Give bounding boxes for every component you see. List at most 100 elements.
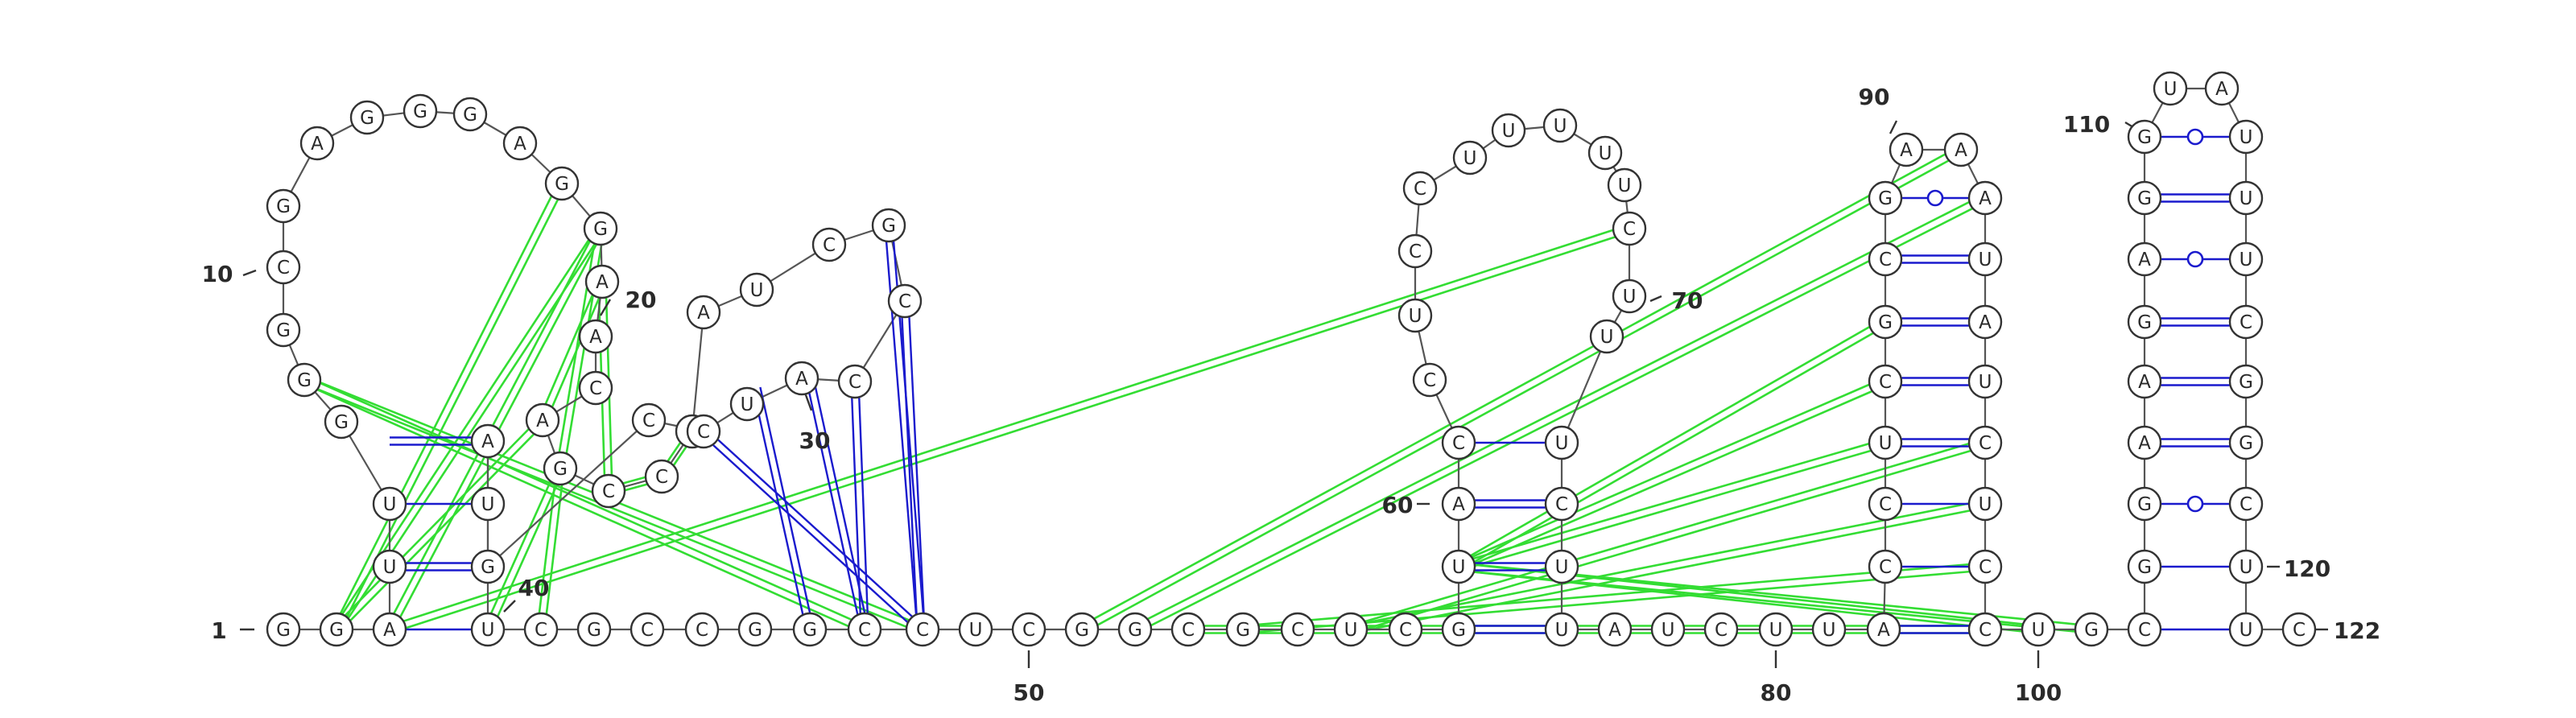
nucleotide-letter: C	[696, 620, 708, 641]
nucleotide-12: G	[351, 101, 383, 134]
nucleotide-100: U	[2022, 613, 2054, 646]
nucleotide-letter: C	[1979, 557, 1992, 578]
nucleotide-76: U	[1546, 613, 1578, 646]
nucleotide-letter: G	[2084, 620, 2099, 641]
nucleotide-108: A	[2128, 243, 2161, 275]
nucleotide-87: G	[1869, 306, 1901, 338]
nucleotide-65: U	[1454, 142, 1486, 174]
nucleotide-letter: G	[1878, 188, 1893, 209]
nucleotide-80: U	[1760, 613, 1792, 646]
nucleotide-letter: G	[553, 459, 568, 480]
nucleotide-69: U	[1608, 169, 1641, 201]
nucleotide-83: C	[1869, 551, 1901, 583]
nucleotide-letter: G	[297, 370, 312, 391]
nucleotide-119: C	[2230, 488, 2262, 520]
base-pair	[760, 387, 813, 629]
nucleotide-letter: C	[1879, 372, 1892, 393]
nucleotide-letter: G	[329, 620, 344, 641]
nucleotide-letter: G	[276, 196, 291, 217]
position-label: 120	[2284, 555, 2330, 582]
nucleotide-letter: C	[1409, 241, 1422, 262]
nucleotide-letter: U	[2240, 127, 2253, 148]
nucleotide-99: C	[1969, 613, 2001, 646]
nucleotide-letter: A	[1979, 188, 1992, 209]
tertiary-interaction	[1460, 385, 1887, 570]
nucleotide-letter: A	[481, 431, 494, 452]
nucleotide-letter: G	[2137, 127, 2152, 148]
nucleotide-4: U	[374, 551, 406, 583]
nucleotide-101: G	[2075, 613, 2107, 646]
nucleotide-86: C	[1869, 365, 1901, 398]
nucleotide-letter: C	[1979, 620, 1992, 641]
nucleotide-107: G	[2128, 306, 2161, 338]
nucleotide-letter: C	[1414, 179, 1426, 200]
tertiary-interaction	[1457, 319, 1884, 563]
nucleotide-62: U	[1399, 299, 1431, 332]
nucleotide-letter: G	[593, 219, 608, 240]
nucleotide-letter: C	[1182, 620, 1195, 641]
nucleotide-98: C	[1969, 551, 2001, 583]
tertiary-interactions	[303, 146, 2091, 633]
nucleotide-letter: A	[1608, 620, 1621, 641]
nucleotide-letter: A	[2138, 433, 2151, 454]
nucleotide-letter: C	[697, 422, 710, 443]
nucleotide-63: C	[1399, 235, 1431, 267]
nucleotide-2: G	[320, 613, 353, 646]
nucleotide-21: A	[526, 404, 559, 436]
nucleotide-40: C	[525, 613, 557, 646]
nucleotide-letter: G	[1075, 620, 1089, 641]
nucleotide-51: G	[1119, 613, 1151, 646]
nucleotide-52: C	[1172, 613, 1204, 646]
nucleotide-32: A	[786, 362, 818, 394]
nucleotide-letter: U	[2240, 557, 2253, 578]
nucleotide-letter: A	[514, 134, 526, 155]
nucleotide-letter: U	[1979, 250, 1992, 270]
nucleotide-7: G	[288, 364, 320, 396]
nucleotide-43: C	[686, 613, 718, 646]
nucleotide-35: C	[633, 404, 665, 436]
nucleotide-28: C	[813, 229, 845, 261]
nucleotide-26: A	[687, 296, 720, 328]
nucleotide-122: C	[2283, 613, 2315, 646]
nucleotide-letter: C	[1879, 557, 1892, 578]
nucleotide-85: U	[1869, 427, 1901, 459]
nucleotide-113: U	[2230, 121, 2262, 153]
nucleotide-116: C	[2230, 306, 2262, 338]
nucleotide-letter: G	[413, 101, 427, 122]
nucleotide-letter: C	[277, 258, 290, 279]
nucleotide-letter: U	[2240, 620, 2253, 641]
nucleotide-letter: A	[1955, 140, 1967, 161]
nucleotide-letter: G	[587, 620, 601, 641]
gu-wobble-pair	[2188, 497, 2202, 511]
nucleotide-letter: C	[1879, 250, 1892, 270]
nucleotide-letter: U	[383, 557, 397, 578]
nucleotide-letter: U	[481, 494, 495, 515]
nucleotide-54: C	[1282, 613, 1314, 646]
nucleotide-letter: U	[1662, 620, 1675, 641]
nucleotide-102: C	[2128, 613, 2161, 646]
nucleotide-letter: A	[1452, 494, 1465, 515]
nucleotide-44: G	[739, 613, 771, 646]
nucleotide-letter: C	[898, 291, 911, 312]
nucleotide-letter: U	[1555, 433, 1569, 454]
position-label: 60	[1382, 492, 1414, 518]
label-ticks	[240, 121, 2328, 668]
nucleotide-letter: C	[602, 481, 615, 502]
nucleotide-letter: A	[2215, 79, 2228, 100]
base-pair	[706, 429, 923, 627]
backbone	[283, 89, 2299, 629]
nucleotide-letter: G	[2137, 557, 2152, 578]
nucleotide-59: A	[1443, 488, 1475, 520]
nucleotide-17: G	[584, 213, 617, 245]
nucleotide-letter: U	[383, 494, 397, 515]
nucleotide-58: U	[1443, 551, 1475, 583]
tertiary-interaction	[1084, 153, 1963, 633]
nucleotide-30: C	[889, 285, 921, 317]
nucleotide-letter: A	[536, 411, 549, 431]
position-label: 10	[202, 261, 233, 287]
gu-wobble-pair	[1928, 191, 1942, 205]
nucleotide-88: C	[1869, 243, 1901, 275]
nucleotide-115: U	[2230, 243, 2262, 275]
position-label: 110	[2063, 111, 2110, 138]
nucleotide-70: C	[1613, 213, 1645, 245]
